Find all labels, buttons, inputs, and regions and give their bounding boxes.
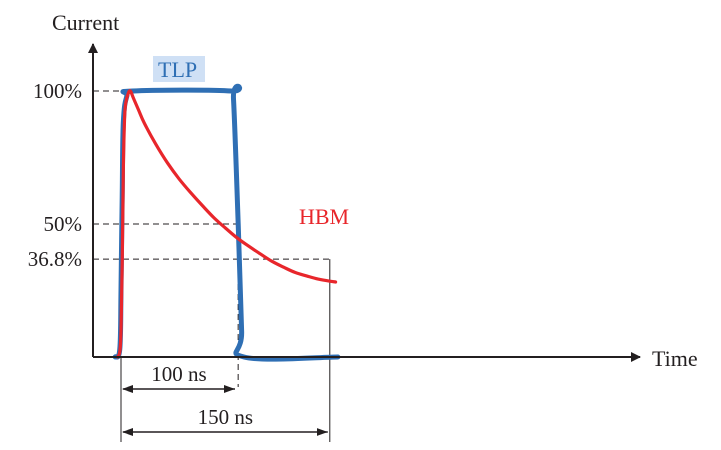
hbm-series-label: HBM: [299, 204, 349, 229]
y-tick-label: 36.8%: [28, 247, 82, 271]
y-tick-labels: 100% 50% 36.8%: [28, 79, 82, 271]
tlp-label-highlight: [153, 56, 205, 82]
reference-lines: [93, 90, 331, 442]
y-tick-label: 50%: [44, 212, 83, 236]
hbm-curve: [115, 89, 338, 359]
x-axis-label: Time: [652, 346, 698, 371]
y-tick-label: 100%: [33, 79, 82, 103]
tlp-series-label: TLP: [158, 57, 197, 82]
y-axis-label: Current: [52, 10, 119, 35]
series-labels: TLP HBM: [153, 56, 349, 229]
dimension-label: 150 ns: [198, 405, 253, 429]
dimension-annotations: 100 ns 150 ns: [122, 362, 328, 436]
series-layer: [112, 83, 341, 362]
dimension-label: 100 ns: [151, 362, 206, 386]
